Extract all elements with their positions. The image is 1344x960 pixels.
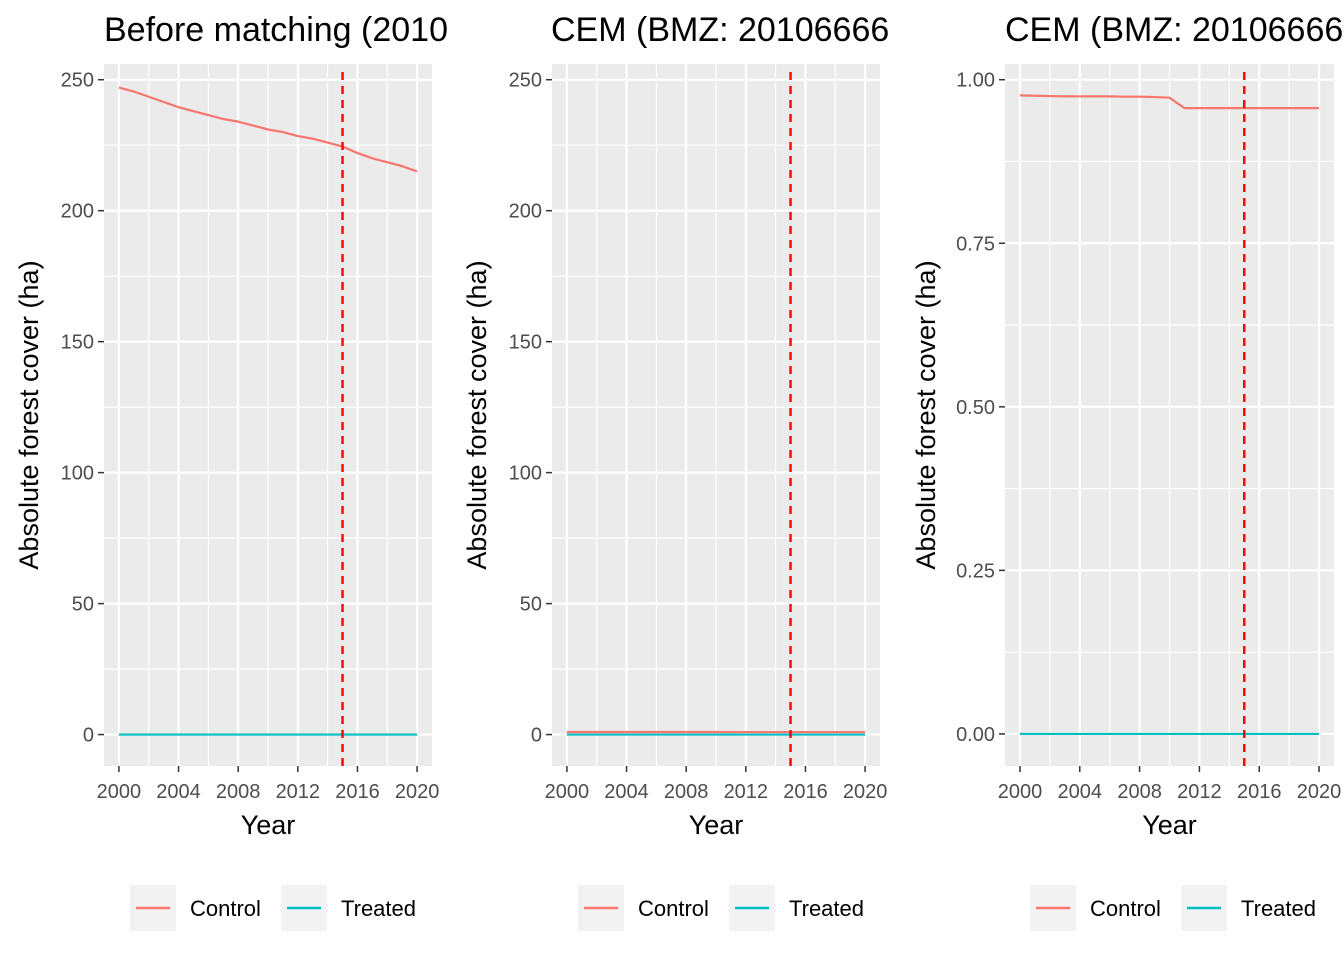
y-tick-label: 200 bbox=[61, 201, 94, 223]
x-axis-title: Year bbox=[241, 810, 296, 840]
x-tick-label: 2008 bbox=[1117, 781, 1162, 803]
y-axis-title: Absolute forest cover (ha) bbox=[14, 260, 44, 569]
y-axis-title: Absolute forest cover (ha) bbox=[462, 260, 492, 569]
series-line-control bbox=[118, 86, 418, 173]
chart-title: CEM (BMZ: 20106666 bbox=[1005, 11, 1343, 49]
y-tick-label: 250 bbox=[61, 70, 94, 92]
x-tick-label: 2020 bbox=[843, 781, 888, 803]
x-tick-label: 2004 bbox=[604, 781, 649, 803]
x-tick-label: 2016 bbox=[335, 781, 380, 803]
legend-label-control: Control bbox=[638, 896, 709, 921]
legend-label-treated: Treated bbox=[1241, 896, 1316, 921]
legend-label-treated: Treated bbox=[789, 896, 864, 921]
y-tick-label: 0.00 bbox=[956, 724, 995, 746]
x-tick-label: 2004 bbox=[156, 781, 201, 803]
legend-label-treated: Treated bbox=[341, 896, 416, 921]
y-tick-label: 200 bbox=[509, 201, 542, 223]
chart-title: CEM (BMZ: 20106666 bbox=[551, 11, 889, 49]
legend: Control Treated bbox=[1030, 885, 1316, 931]
y-tick-label: 1.00 bbox=[956, 70, 995, 92]
y-tick-label: 50 bbox=[520, 594, 542, 616]
y-tick-label: 150 bbox=[509, 332, 542, 354]
y-tick-label: 100 bbox=[61, 463, 94, 485]
y-tick-label: 0.75 bbox=[956, 233, 995, 255]
legend: Control Treated bbox=[578, 885, 864, 931]
chart-panel-2: 0 50 100 150 200 250 2000 2004 2008 2012 2016 2020 C… bbox=[462, 11, 889, 931]
x-tick-label: 2008 bbox=[216, 781, 261, 803]
x-tick-label: 2000 bbox=[998, 781, 1043, 803]
chart-panel-1: 0 50 100 150 200 250 2000 2004 2008 2012 2016 2020 B… bbox=[14, 11, 448, 931]
x-tick-label: 2000 bbox=[545, 781, 590, 803]
x-tick-label: 2012 bbox=[724, 781, 769, 803]
legend-label-control: Control bbox=[1090, 896, 1161, 921]
x-axis-title: Year bbox=[1142, 810, 1197, 840]
x-tick-label: 2012 bbox=[276, 781, 321, 803]
x-tick-label: 2008 bbox=[664, 781, 709, 803]
x-tick-label: 2016 bbox=[1237, 781, 1282, 803]
y-tick-label: 0.25 bbox=[956, 560, 995, 582]
x-tick-label: 2004 bbox=[1058, 781, 1103, 803]
y-tick-label: 150 bbox=[61, 332, 94, 354]
y-tick-label: 0 bbox=[83, 725, 94, 747]
y-tick-label: 250 bbox=[509, 70, 542, 92]
chart-panel-3: 0.00 0.25 0.50 0.75 1.00 2000 2004 2008 2012 2016… bbox=[911, 11, 1343, 931]
x-axis-title: Year bbox=[689, 810, 744, 840]
legend-label-control: Control bbox=[190, 896, 261, 921]
x-tick-label: 2020 bbox=[395, 781, 440, 803]
y-tick-label: 100 bbox=[509, 463, 542, 485]
y-tick-label: 0 bbox=[531, 725, 542, 747]
y-axis-title: Absolute forest cover (ha) bbox=[911, 260, 941, 569]
x-tick-label: 2012 bbox=[1177, 781, 1222, 803]
legend: Control Treated bbox=[130, 885, 416, 931]
x-tick-label: 2016 bbox=[783, 781, 828, 803]
y-tick-label: 50 bbox=[72, 594, 94, 616]
x-tick-label: 2020 bbox=[1297, 781, 1342, 803]
series-line-control bbox=[1019, 94, 1320, 110]
x-tick-label: 2000 bbox=[97, 781, 142, 803]
chart-title: Before matching (2010 bbox=[104, 11, 448, 49]
y-tick-label: 0.50 bbox=[956, 397, 995, 419]
